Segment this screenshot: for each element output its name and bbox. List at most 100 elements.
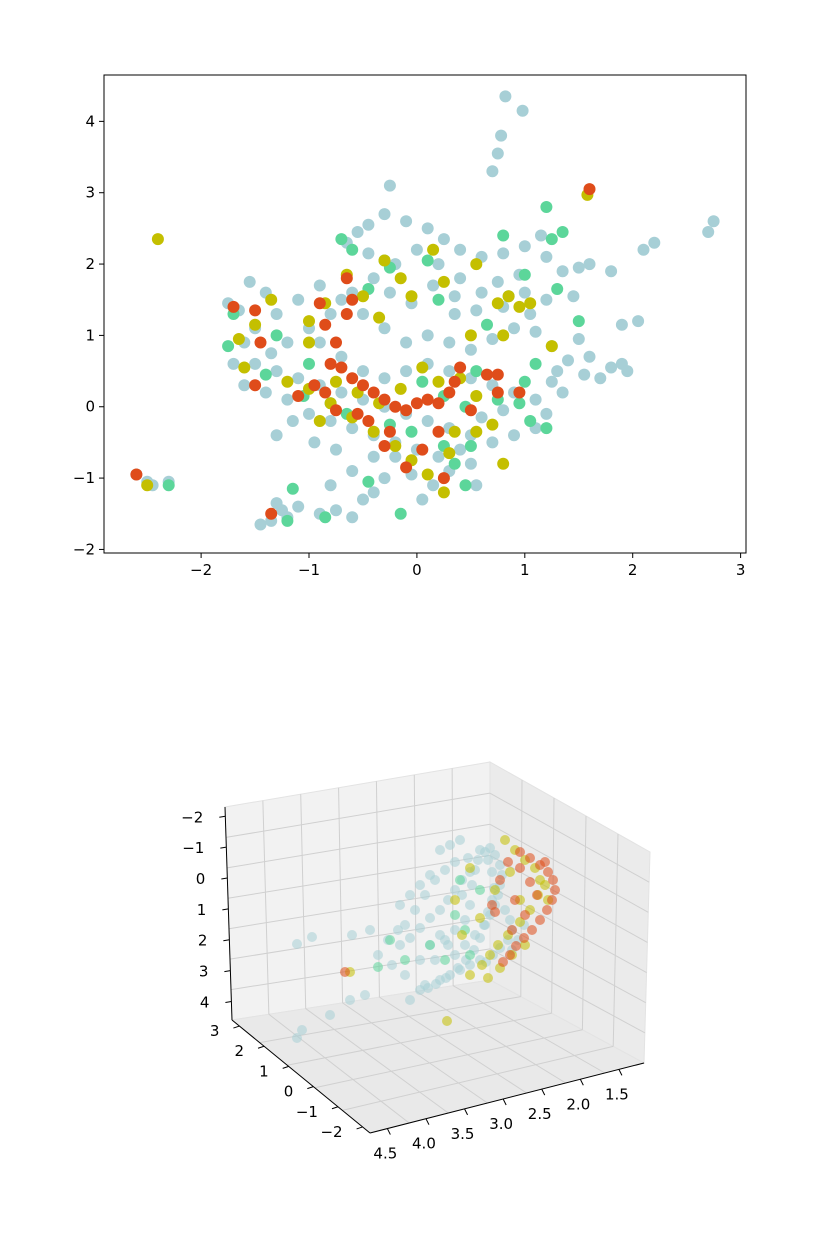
data-point-olive — [437, 275, 450, 288]
data-point-3d-light_blue — [445, 840, 455, 850]
data-point-olive — [281, 375, 294, 388]
data-point-light_blue — [389, 450, 402, 463]
data-point-green — [416, 375, 429, 388]
data-point-3d-orange — [498, 957, 508, 967]
data-point-light_blue — [464, 343, 477, 356]
data-point-green — [464, 440, 477, 452]
grid-line — [229, 917, 491, 960]
data-point-light_blue — [324, 415, 337, 427]
data-point-3d-green — [475, 885, 485, 895]
data-point-light_blue — [427, 279, 440, 292]
data-point-green — [524, 415, 537, 427]
data-point-3d-olive — [490, 885, 500, 895]
data-point-3d-light_blue — [420, 890, 430, 900]
data-point-orange — [400, 461, 413, 474]
y-tick-label: 4 — [85, 112, 95, 130]
data-point-orange — [400, 404, 413, 417]
data-point-3d-light_blue — [415, 923, 425, 933]
data-point-light_blue — [270, 429, 283, 442]
data-point-3d-light_blue — [405, 995, 415, 1005]
x-tick-mark — [502, 1098, 507, 1106]
grid-line — [489, 792, 650, 883]
data-point-3d-light_blue — [467, 880, 477, 890]
data-point-3d-green — [385, 935, 395, 945]
data-point-orange — [340, 308, 353, 320]
grid-line — [520, 779, 523, 997]
data-point-orange — [513, 386, 526, 399]
y-axis-line — [231, 1019, 371, 1134]
data-point-olive — [357, 290, 369, 303]
data-point-green — [270, 329, 283, 342]
data-point-3d-green — [425, 940, 435, 950]
data-point-3d-light_blue — [415, 985, 425, 995]
data-point-orange — [583, 183, 596, 196]
data-point-light_blue — [346, 422, 359, 435]
data-point-olive — [378, 254, 391, 267]
data-point-3d-light_blue — [473, 855, 483, 865]
data-point-orange — [432, 425, 445, 438]
data-point-light_blue — [621, 365, 634, 378]
data-point-3d-green — [400, 955, 410, 965]
data-point-green — [572, 315, 585, 328]
data-point-light_blue — [357, 308, 369, 320]
data-point-green — [421, 254, 434, 267]
data-point-3d-light_blue — [345, 995, 355, 1005]
data-point-green — [286, 482, 299, 495]
data-point-olive — [497, 329, 510, 342]
x-tick-label: 1 — [520, 561, 530, 579]
grid-line — [228, 886, 491, 930]
data-point-3d-orange — [525, 853, 535, 863]
data-point-3d-orange — [515, 847, 525, 857]
x-tick-label: 2.5 — [528, 1105, 552, 1123]
x-tick-label: 3 — [736, 561, 746, 579]
x-tick-mark — [618, 1069, 623, 1076]
data-point-green — [335, 233, 348, 246]
data-point-light_blue — [508, 322, 520, 335]
data-point-light_blue — [605, 265, 618, 278]
data-point-green — [529, 357, 542, 370]
data-point-light_blue — [486, 436, 499, 449]
data-point-3d-light_blue — [505, 915, 515, 925]
data-point-3d-green — [440, 955, 450, 965]
z-tick-mark — [222, 908, 229, 911]
plot-area-frame — [103, 74, 747, 554]
y-tick-label: 1 — [259, 1062, 269, 1080]
data-point-light_blue — [572, 261, 585, 274]
data-point-light_blue — [508, 429, 520, 442]
data-point-3d-light_blue — [395, 900, 405, 910]
data-point-light_blue — [615, 318, 628, 331]
data-point-light_blue — [572, 333, 585, 345]
data-point-3d-olive — [505, 867, 515, 877]
data-point-3d-light_blue — [292, 1033, 302, 1043]
data-point-3d-light_blue — [475, 845, 485, 855]
y-tick-mark — [356, 1126, 363, 1130]
data-point-green — [222, 340, 235, 353]
data-point-light_blue — [335, 350, 348, 363]
data-point-light_blue — [227, 357, 240, 370]
data-point-green — [518, 375, 531, 388]
data-point-light_blue — [313, 336, 326, 349]
data-point-olive — [249, 318, 262, 331]
data-point-olive — [427, 243, 440, 256]
scatter-points-3d — [292, 835, 560, 1043]
data-point-green — [481, 318, 493, 331]
data-point-olive — [448, 425, 461, 438]
data-point-olive — [421, 468, 434, 481]
data-point-3d-orange — [547, 895, 557, 905]
data-point-3d-green — [465, 950, 475, 960]
z-tick-mark — [221, 877, 228, 880]
data-point-light_blue — [443, 365, 456, 378]
x-tick-label: −1 — [298, 561, 320, 579]
data-point-light_blue — [632, 315, 645, 328]
data-point-3d-olive — [493, 940, 503, 950]
data-point-green — [405, 425, 418, 438]
data-point-3d-light_blue — [400, 920, 410, 930]
data-point-light_blue — [362, 247, 375, 260]
data-point-olive — [486, 418, 499, 431]
x-tick-label: 0 — [412, 561, 422, 579]
data-point-3d-orange — [540, 857, 550, 867]
data-point-light_blue — [443, 336, 456, 349]
data-point-light_blue — [367, 272, 380, 285]
z-tick-label: 4 — [200, 993, 210, 1011]
data-point-orange — [227, 300, 240, 313]
